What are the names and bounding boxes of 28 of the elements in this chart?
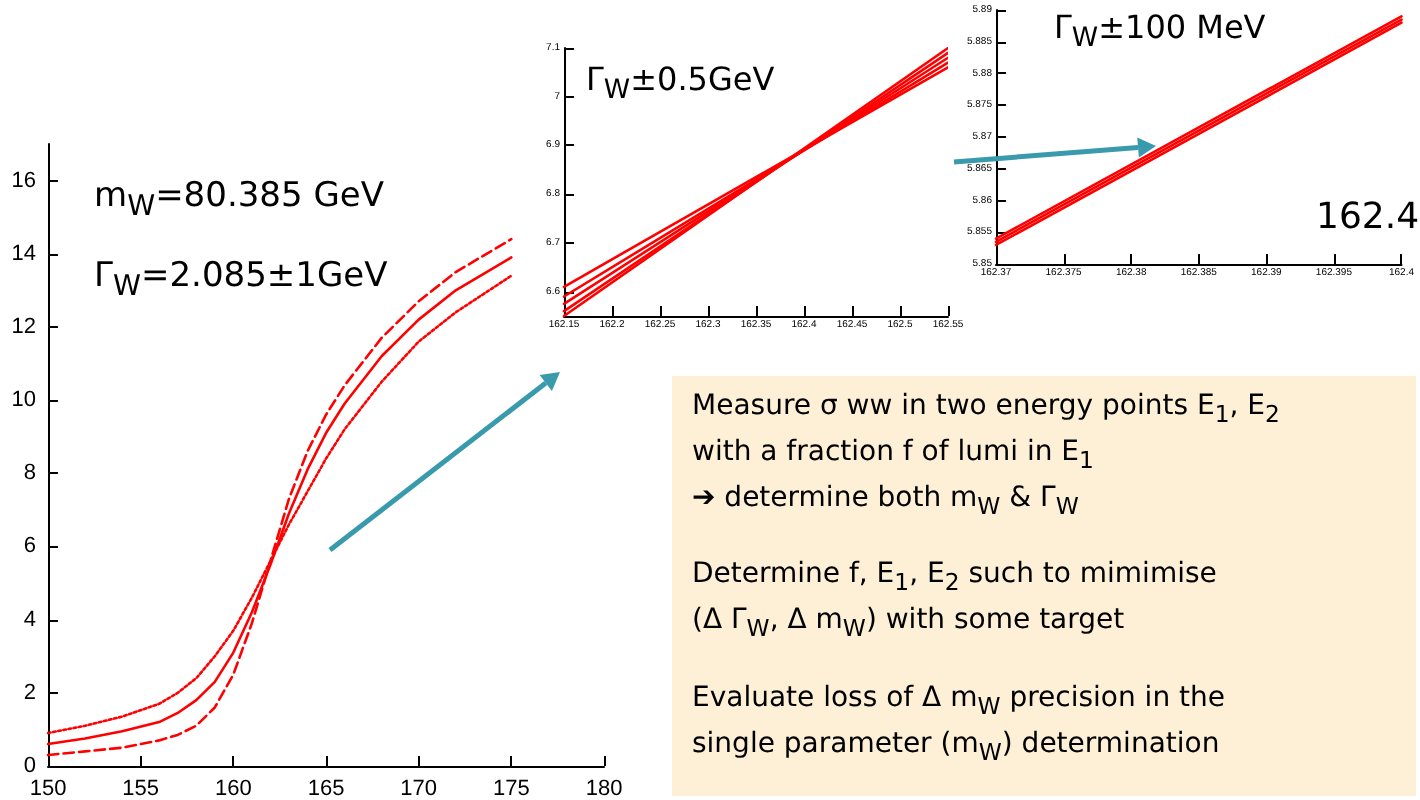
x-tick-label: 175 xyxy=(492,777,530,800)
y-tick-label: 2 xyxy=(23,680,36,705)
annotation: Γ$_{W}$=2.085±1GeV xyxy=(94,256,388,303)
y-tick-label: 4 xyxy=(23,607,36,632)
text: Measure σ ww in two energy points E$_{1}$, E$_{2}$ xyxy=(692,388,1282,432)
text: (Δ Γ$_{W}$, Δ m$_{W}$) with some target xyxy=(692,602,1127,646)
y-tick-label: 14 xyxy=(11,241,36,266)
x-tick-label: 165 xyxy=(307,777,345,800)
text: Evaluate loss of Δ m$_{W}$ precision in the xyxy=(692,679,1227,724)
y-tick-label: 16 xyxy=(11,168,36,193)
annotation: Γ$_{W}$±0.5GeV xyxy=(586,60,775,107)
text: ➔ determine both m$_{W}$ & Γ$_{W}$ xyxy=(692,479,1081,523)
x-tick-label: 150 xyxy=(29,777,67,800)
y-tick-label: 0 xyxy=(23,754,36,778)
x-tick-label: 170 xyxy=(400,777,438,800)
y-tick-label: 6 xyxy=(23,534,36,559)
y-tick-label: 12 xyxy=(11,314,36,339)
x-tick-label: 155 xyxy=(122,777,160,800)
annotation: m$_{W}$=80.385 GeV xyxy=(94,176,384,223)
annotation: Γ$_{W}$±100 MeV xyxy=(1054,8,1266,55)
annotation: 162.4 xyxy=(1316,196,1420,238)
text: Determine f, E$_{1}$, E$_{2}$ such to mimimise xyxy=(692,556,1219,601)
y-tick-label: 10 xyxy=(11,388,36,413)
text: with a fraction f of lumi in E$_{1}$ xyxy=(692,433,1096,478)
x-tick-label: 160 xyxy=(214,777,252,800)
y-tick-label: 8 xyxy=(23,461,36,486)
text: single parameter (m$_{W}$) determination xyxy=(692,725,1222,770)
x-tick-label: 180 xyxy=(585,777,623,800)
